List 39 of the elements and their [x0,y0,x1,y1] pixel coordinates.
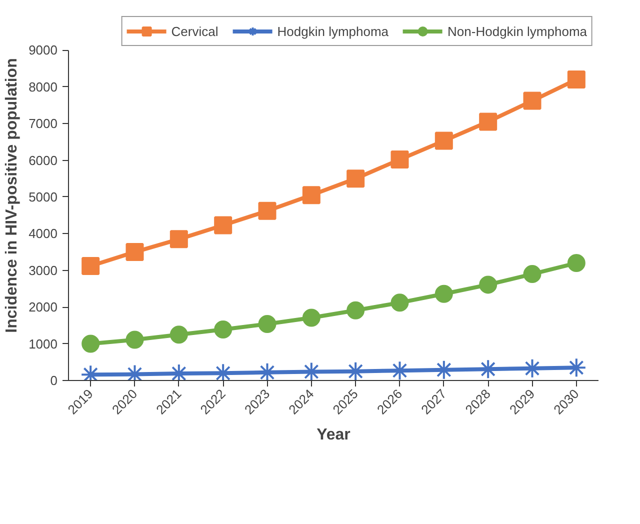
point [302,308,320,327]
point [434,284,453,303]
point [434,132,453,150]
point [170,230,188,248]
y-tick-label: 0 [50,373,58,388]
y-tick-label: 8000 [28,79,58,94]
point [214,216,232,234]
point [82,256,100,275]
point [523,92,542,110]
y-tick-label: 5000 [28,189,58,204]
point [82,334,100,353]
y-axis-title: Incidence in HIV-positive population [4,58,21,333]
y-tick-label: 4000 [28,226,58,242]
point [390,294,409,312]
legend-label: Cervical [171,24,218,38]
point [479,276,498,294]
point [479,112,498,131]
y-tick-label: 9000 [28,42,58,58]
point [302,186,320,204]
point [126,330,144,349]
point [170,326,188,344]
point [346,170,365,188]
y-tick-label: 2000 [28,300,58,315]
y-tick-label: 6000 [28,152,58,168]
point [390,150,409,169]
point [258,314,276,333]
y-tick-label: 7000 [28,116,58,132]
point [567,254,586,272]
y-tick-label: 3000 [28,262,58,278]
point [567,70,586,89]
legend-label: Non-Hodgkin lymphoma [448,24,587,38]
point [346,301,365,320]
x-axis-title: Year [316,426,350,444]
point [126,243,144,262]
legend-label: Hodgkin lymphoma [277,24,389,38]
point [523,265,542,284]
point [258,202,276,220]
point [214,320,232,338]
y-tick-label: 1000 [28,336,58,352]
